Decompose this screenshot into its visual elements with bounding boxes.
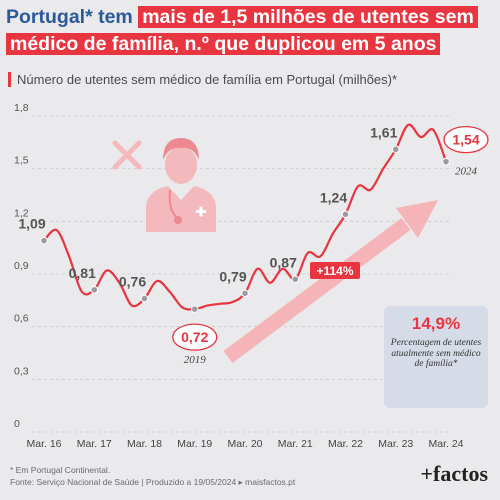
data-point (40, 236, 48, 245)
x-tick-label: Mar. 24 (428, 438, 463, 450)
brand-logo: +factos (420, 461, 488, 486)
point-label: 1,09 (18, 216, 45, 232)
growth-label: +114% (316, 264, 353, 278)
point-label: 1,61 (370, 124, 397, 140)
stat-box: 14,9% Percentagem de utentes atualmente … (384, 306, 488, 408)
decoration (112, 138, 438, 364)
y-tick-label: 0,3 (14, 365, 29, 377)
x-tick-label: Mar. 22 (328, 438, 363, 450)
doctor-icon (146, 138, 216, 232)
point-label: 1,54 (452, 132, 479, 148)
year-label: 2024 (455, 166, 478, 178)
data-point (140, 294, 149, 303)
x-tick-label: Mar. 23 (378, 438, 413, 450)
y-tick-label: 0 (14, 418, 20, 430)
point-label: 1,24 (320, 189, 347, 205)
growth-badge: +114% (310, 262, 360, 279)
x-tick-label: Mar. 18 (127, 438, 162, 450)
stat-text: Percentagem de utentes atualmente sem mé… (390, 338, 482, 369)
y-tick-label: 0,6 (14, 313, 29, 325)
highlight-ring (443, 125, 489, 154)
axes: 0 0,3 0,6 0,9 1,2 1,5 1,8 Mar. 16 Mar. 17 Mar. 18… (14, 102, 464, 450)
y-tick-label: 1,2 (14, 207, 29, 219)
data-points: 1,09 0,81 0,76 0,72 2019 0,79 0,87 1,24 1,61 1,54… (18, 124, 489, 366)
point-label: 0,87 (270, 254, 297, 270)
footnote-note: * Em Portugal Continental. (10, 465, 111, 475)
footnote: * Em Portugal Continental. Fonte: Serviç… (10, 464, 295, 488)
y-tick-label: 0,9 (14, 260, 29, 272)
data-point (291, 275, 300, 284)
data-point (190, 305, 199, 313)
data-point (341, 210, 350, 219)
growth-badge-bg (310, 262, 360, 279)
point-label: 0,72 (181, 329, 208, 345)
point-label: 0,76 (119, 274, 146, 290)
chart-title: Portugal* tem mais de 1,5 milhões de ute… (6, 4, 496, 58)
point-label: 0,81 (69, 265, 96, 281)
data-point (241, 289, 249, 298)
data-point (442, 157, 450, 166)
x-tick-label: Mar. 17 (77, 438, 112, 450)
x-tick-label: Mar. 20 (227, 438, 262, 450)
data-point (90, 286, 99, 294)
footnote-source: Fonte: Serviço Nacional de Saúde | Produ… (10, 477, 296, 487)
x-tick-label: Mar. 19 (177, 438, 212, 450)
point-label: 0,79 (219, 268, 246, 284)
highlight-ring (172, 323, 218, 351)
trend-arrow (223, 200, 438, 364)
stat-value: 14,9% (411, 314, 461, 333)
chart-subtitle: Número de utentes sem médico de família … (8, 72, 397, 87)
data-point (391, 145, 400, 154)
year-label: 2019 (184, 354, 207, 366)
x-tick-label: Mar. 16 (26, 438, 61, 450)
y-tick-label: 1,5 (14, 155, 29, 167)
cross-icon (112, 140, 142, 170)
x-tick-label: Mar. 21 (278, 438, 313, 450)
title-lead: Portugal* tem (6, 6, 133, 28)
y-tick-label: 1,8 (14, 102, 29, 114)
